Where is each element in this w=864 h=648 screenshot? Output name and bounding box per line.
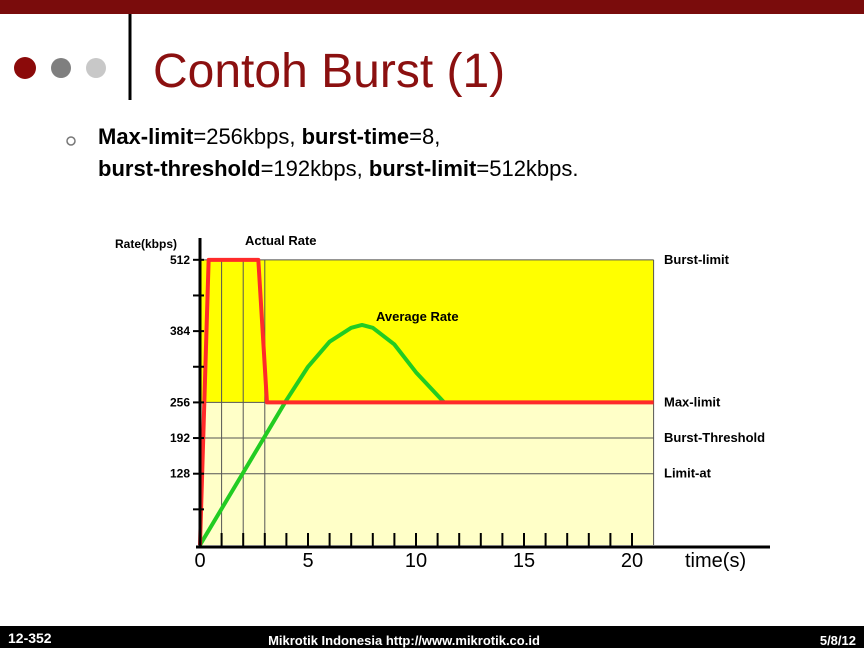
chart: Burst-limit Max-limit Burst-Threshold Limit… (115, 233, 770, 572)
footer-right: 5/8/12 (820, 633, 856, 648)
bullet-marker (66, 136, 76, 146)
bullet-line: Max-limit=256kbps, burst-time=8, (98, 124, 440, 150)
y-tick-label: 512 (170, 253, 190, 267)
footer-center: Mikrotik Indonesia http://www.mikrotik.c… (268, 633, 540, 648)
y-axis-label: Rate(kbps) (115, 237, 177, 251)
dot (14, 57, 36, 79)
y-tick-label: 192 (170, 431, 190, 445)
series-label: Average Rate (376, 309, 459, 324)
x-tick-label: 5 (302, 550, 313, 572)
y-tick-label: 128 (170, 467, 190, 481)
reference-label: Burst-Threshold (664, 430, 765, 445)
y-tick-label: 256 (170, 395, 190, 409)
reference-label: Burst-limit (664, 252, 730, 267)
series-label: Actual Rate (245, 233, 317, 248)
bullet-run: =192kbps, (260, 156, 369, 181)
bullet-run: =8, (409, 124, 441, 149)
series-line (198, 322, 446, 547)
bullet-run: =256kbps, (193, 124, 302, 149)
bullet-run: =512kbps. (476, 156, 579, 181)
reference-label: Limit-at (664, 466, 712, 481)
dot (51, 58, 71, 78)
x-axis-label: time(s) (685, 550, 746, 572)
dot (86, 58, 106, 78)
band (200, 259, 654, 403)
y-tick-label: 384 (170, 324, 190, 338)
bullet-run: Max-limit (98, 124, 194, 149)
bullet-line: burst-threshold=192kbps, burst-limit=512… (98, 156, 579, 182)
top-bar (0, 0, 864, 14)
x-tick-label: 15 (513, 550, 535, 572)
x-tick-label: 10 (405, 550, 427, 572)
x-tick-label: 20 (621, 550, 643, 572)
slide-title: Contoh Burst (1) (153, 45, 505, 98)
x-tick-label: 0 (194, 550, 205, 572)
bullet-run: burst-limit (368, 156, 477, 181)
footer-bar (0, 626, 864, 648)
footer-left: 12-352 (8, 630, 52, 646)
bullet-run: burst-threshold (98, 156, 261, 181)
bullet-run: burst-time (301, 124, 410, 149)
reference-label: Max-limit (664, 394, 721, 409)
series-line (198, 257, 654, 546)
